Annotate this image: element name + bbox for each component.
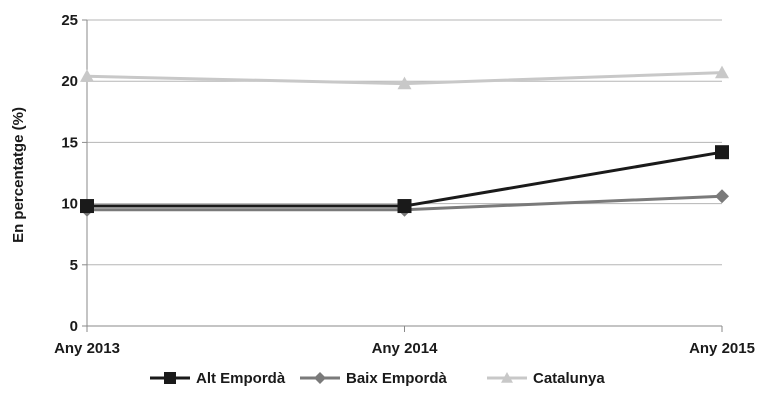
y-tick-label: 10 xyxy=(61,196,78,213)
data-point-marker xyxy=(397,76,412,90)
y-tick-label: 20 xyxy=(61,73,78,90)
legend-label: Catalunya xyxy=(533,370,605,387)
legend-item: Alt Empordà xyxy=(150,370,286,387)
y-tick-label: 25 xyxy=(61,12,78,29)
data-point-marker xyxy=(715,189,729,204)
data-point-marker xyxy=(501,372,513,383)
x-tick-label: Any 2015 xyxy=(689,340,755,357)
data-point-marker xyxy=(164,372,176,384)
gridlines xyxy=(87,19,722,266)
data-point-marker xyxy=(715,145,729,160)
data-point-marker xyxy=(80,69,94,82)
x-tick-label: Any 2013 xyxy=(54,340,120,357)
legend-item: Catalunya xyxy=(487,370,605,387)
y-axis-label: En percentatge (%) xyxy=(10,107,27,243)
y-tick-label: 0 xyxy=(70,318,78,335)
series-0 xyxy=(80,145,729,214)
data-point-marker xyxy=(80,199,94,214)
y-tick-label: 5 xyxy=(70,257,78,274)
data-point-marker xyxy=(397,199,412,214)
data-point-marker xyxy=(314,372,326,384)
axes: 0 5 10 15 20 25 Any 2013 Any 2014 Any 2015 xyxy=(54,12,755,357)
data-point-marker xyxy=(715,65,729,79)
legend: Alt Empordà Baix Empordà Catalunya xyxy=(150,370,605,387)
x-tick-label: Any 2014 xyxy=(372,340,439,357)
legend-label: Baix Empordà xyxy=(346,370,448,387)
y-tick-label: 15 xyxy=(61,134,78,151)
legend-label: Alt Empordà xyxy=(196,370,286,387)
legend-item: Baix Empordà xyxy=(300,370,448,387)
series-line xyxy=(87,150,723,208)
series-2 xyxy=(80,65,729,90)
series xyxy=(80,65,729,217)
